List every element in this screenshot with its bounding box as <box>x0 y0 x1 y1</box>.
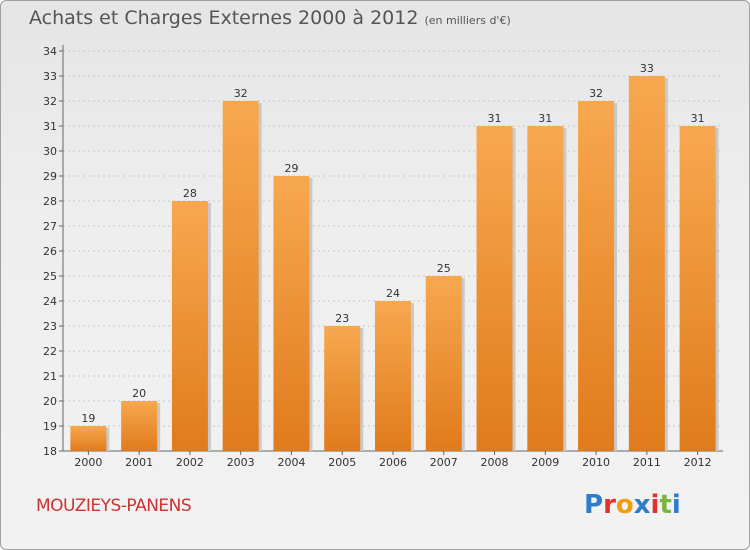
x-tick-label: 2005 <box>328 456 356 469</box>
x-tick-label: 2011 <box>633 456 661 469</box>
bar-value-label: 28 <box>183 187 197 200</box>
x-tick-label: 2009 <box>531 456 559 469</box>
bar <box>527 126 564 451</box>
bar-value-label: 24 <box>386 287 400 300</box>
y-tick-label: 22 <box>43 345 57 358</box>
bar-value-label: 32 <box>589 87 603 100</box>
chart-title-text: Achats et Charges Externes 2000 à 2012 <box>29 7 419 29</box>
y-tick-label: 23 <box>43 320 57 333</box>
y-tick-label: 25 <box>43 270 57 283</box>
x-tick-label: 2010 <box>582 456 610 469</box>
x-tick-label: 2002 <box>176 456 204 469</box>
commune-name: MOUZIEYS-PANENS <box>36 496 192 516</box>
bars <box>70 76 719 451</box>
bar-value-label: 25 <box>437 262 451 275</box>
logo-letter: t <box>659 490 672 520</box>
bar <box>121 401 158 451</box>
bar <box>273 176 310 451</box>
y-tick-label: 33 <box>43 70 57 83</box>
bar-value-label: 32 <box>234 87 248 100</box>
y-tick-label: 20 <box>43 395 57 408</box>
bar <box>375 301 411 451</box>
y-tick-label: 34 <box>43 45 57 58</box>
y-tick-label: 21 <box>43 370 57 383</box>
bar-value-label: 31 <box>691 112 705 125</box>
bar-value-label: 23 <box>335 312 349 325</box>
logo-letter: i <box>650 490 660 520</box>
bar-value-label: 31 <box>538 112 552 125</box>
x-tick-label: 2006 <box>379 456 407 469</box>
labels: 19 20 28 32 29 23 24 25 31 31 32 33 31 <box>81 62 704 425</box>
bar-value-label: 29 <box>284 162 298 175</box>
logo-letter: P <box>584 490 604 520</box>
chart-unit: (en milliers d'€) <box>424 14 511 27</box>
chart-title: Achats et Charges Externes 2000 à 2012 (e… <box>29 7 511 29</box>
y-tick-label: 31 <box>43 120 57 133</box>
y-tick-label: 32 <box>43 95 57 108</box>
x-tick-label: 2000 <box>74 456 102 469</box>
x-tick-label: 2008 <box>481 456 509 469</box>
x-tick-label: 2012 <box>684 456 712 469</box>
bar <box>425 276 462 451</box>
bar <box>222 101 259 451</box>
logo-letter: r <box>603 490 616 520</box>
bar-value-label: 20 <box>132 387 146 400</box>
bar <box>324 326 361 451</box>
bar <box>628 76 665 451</box>
y-tick-label: 18 <box>43 445 57 458</box>
bar <box>476 126 513 451</box>
y-tick-label: 27 <box>43 220 57 233</box>
y-tick-label: 26 <box>43 245 57 258</box>
logo-letter: x <box>633 490 651 520</box>
x-tick-label: 2004 <box>277 456 305 469</box>
y-tick-label: 29 <box>43 170 57 183</box>
bar <box>578 101 615 451</box>
x-tick-label: 2001 <box>125 456 153 469</box>
y-tick-label: 19 <box>43 420 57 433</box>
bar <box>679 126 716 451</box>
axes: 18 19 20 21 22 23 24 25 26 27 28 29 30 31 32 33 34 2000 20… <box>43 45 723 469</box>
bar-value-label: 31 <box>488 112 502 125</box>
bar <box>171 201 208 451</box>
logo-letter: o <box>615 490 634 520</box>
y-tick-label: 30 <box>43 145 57 158</box>
x-tick-label: 2003 <box>227 456 255 469</box>
x-tick-label: 2007 <box>430 456 458 469</box>
proxiti-logo: Proxiti <box>584 490 681 520</box>
bar <box>70 426 107 451</box>
bar-value-label: 33 <box>640 62 654 75</box>
logo-letter: i <box>671 490 681 520</box>
y-tick-label: 24 <box>43 295 57 308</box>
bar-value-label: 19 <box>81 412 95 425</box>
y-tick-label: 28 <box>43 195 57 208</box>
